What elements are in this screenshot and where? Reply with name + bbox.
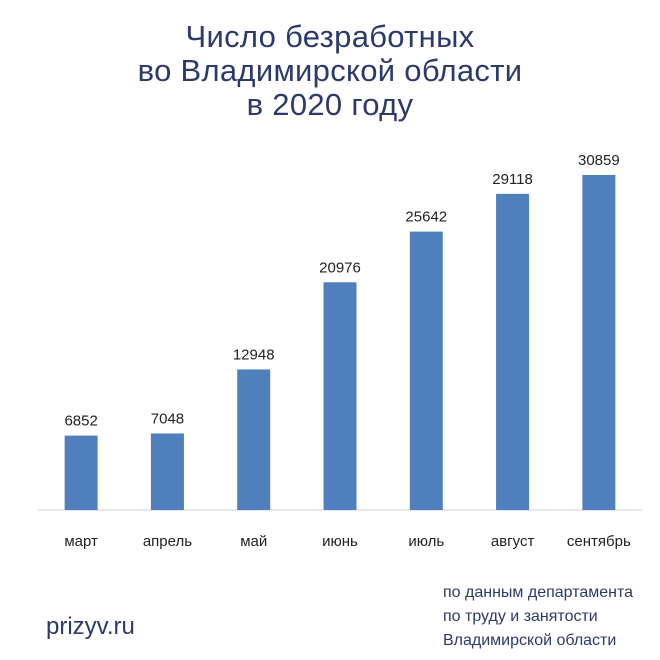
x-tick-label-август: август (491, 533, 535, 550)
data-label-август: 29118 (492, 171, 533, 188)
chart-title-line-3: в 2020 году (246, 87, 414, 122)
data-label-сентябрь: 30859 (578, 152, 620, 169)
data-label-июнь: 20976 (319, 259, 361, 276)
data-label-июль: 25642 (405, 209, 447, 226)
x-tick-label-сентябрь: сентябрь (567, 533, 631, 550)
bar-август (496, 193, 530, 511)
chart-title: Число безработных во Владимирской област… (0, 20, 660, 122)
x-tick-label-апрель: апрель (143, 533, 192, 550)
bar-июнь (323, 282, 357, 510)
bar-июль (409, 231, 443, 510)
source-note: по данным департамента по труду и занято… (443, 581, 633, 653)
bar-март (64, 435, 98, 510)
data-label-май: 12948 (233, 346, 275, 363)
data-label-март: 6852 (64, 413, 97, 430)
source-note-line-1: по данным департамента (443, 584, 634, 601)
bar-май (237, 369, 271, 510)
x-tick-label-март: март (64, 533, 98, 550)
chart-title-line-1: Число безработных (185, 19, 475, 54)
brand-logo-text: prizyv.ru (46, 613, 135, 640)
bar-сентябрь (582, 174, 616, 511)
source-note-line-2: по труду и занятости (443, 608, 598, 625)
data-label-апрель: 7048 (151, 410, 184, 427)
x-tick-label-май: май (240, 533, 267, 550)
source-note-line-3: Владимирской области (443, 632, 617, 649)
chart-title-line-2: во Владимирской области (137, 53, 523, 88)
bar-апрель (150, 433, 184, 510)
x-tick-label-июнь: июнь (322, 533, 358, 550)
x-tick-label-июль: июль (408, 533, 444, 550)
